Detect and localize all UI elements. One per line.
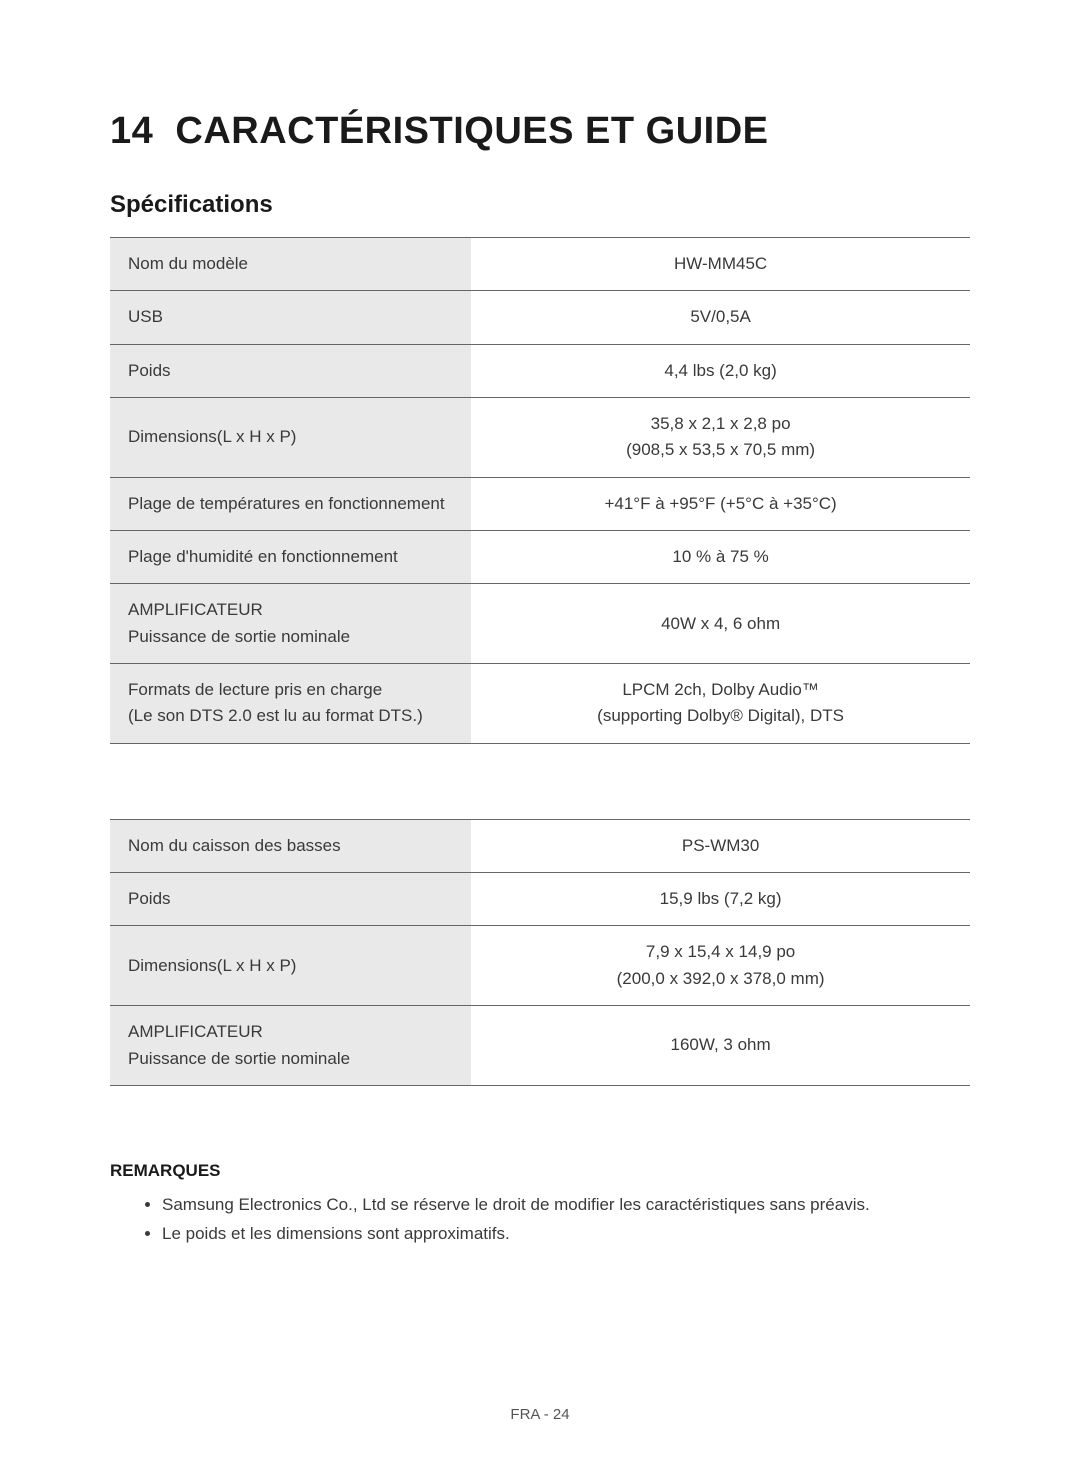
table-row: Dimensions(L x H x P)35,8 x 2,1 x 2,8 po…	[110, 398, 970, 478]
spec-value: 5V/0,5A	[471, 291, 970, 344]
table-row: Nom du modèleHW-MM45C	[110, 238, 970, 291]
spec-label: Nom du caisson des basses	[110, 819, 471, 872]
spec-table-subwoofer: Nom du caisson des bassesPS-WM30Poids15,…	[110, 819, 970, 1086]
list-item: Samsung Electronics Co., Ltd se réserve …	[162, 1191, 970, 1220]
chapter-number: 14	[110, 110, 153, 152]
spec-label: Nom du modèle	[110, 238, 471, 291]
spec-value: 10 % à 75 %	[471, 531, 970, 584]
spec-value: 7,9 x 15,4 x 14,9 po (200,0 x 392,0 x 37…	[471, 926, 970, 1006]
spec-label: Formats de lecture pris en charge (Le so…	[110, 664, 471, 744]
spec-value: 35,8 x 2,1 x 2,8 po (908,5 x 53,5 x 70,5…	[471, 398, 970, 478]
notes-list: Samsung Electronics Co., Ltd se réserve …	[110, 1191, 970, 1249]
list-item: Le poids et les dimensions sont approxim…	[162, 1220, 970, 1249]
table-row: Poids4,4 lbs (2,0 kg)	[110, 344, 970, 397]
spec-value: 4,4 lbs (2,0 kg)	[471, 344, 970, 397]
table-row: Nom du caisson des bassesPS-WM30	[110, 819, 970, 872]
spec-value: 160W, 3 ohm	[471, 1006, 970, 1086]
spec-label: Dimensions(L x H x P)	[110, 398, 471, 478]
spec-value: LPCM 2ch, Dolby Audio™ (supporting Dolby…	[471, 664, 970, 744]
table-row: Plage d'humidité en fonctionnement10 % à…	[110, 531, 970, 584]
spec-label: Plage d'humidité en fonctionnement	[110, 531, 471, 584]
spec-label: AMPLIFICATEUR Puissance de sortie nomina…	[110, 1006, 471, 1086]
spec-label: Poids	[110, 873, 471, 926]
chapter-text: CARACTÉRISTIQUES ET GUIDE	[175, 110, 768, 152]
table-row: Poids15,9 lbs (7,2 kg)	[110, 873, 970, 926]
chapter-title: 14 CARACTÉRISTIQUES ET GUIDE	[110, 110, 970, 153]
spec-label: Dimensions(L x H x P)	[110, 926, 471, 1006]
table-row: Dimensions(L x H x P)7,9 x 15,4 x 14,9 p…	[110, 926, 970, 1006]
table-row: AMPLIFICATEUR Puissance de sortie nomina…	[110, 1006, 970, 1086]
spec-value: +41°F à +95°F (+5°C à +35°C)	[471, 477, 970, 530]
spec-value: HW-MM45C	[471, 238, 970, 291]
spec-table-main-body: Nom du modèleHW-MM45CUSB5V/0,5APoids4,4 …	[110, 238, 970, 744]
spec-label: USB	[110, 291, 471, 344]
notes-heading: REMARQUES	[110, 1161, 970, 1181]
spec-value: PS-WM30	[471, 819, 970, 872]
table-row: AMPLIFICATEUR Puissance de sortie nomina…	[110, 584, 970, 664]
table-row: USB5V/0,5A	[110, 291, 970, 344]
spec-label: AMPLIFICATEUR Puissance de sortie nomina…	[110, 584, 471, 664]
table-row: Formats de lecture pris en charge (Le so…	[110, 664, 970, 744]
spec-label: Plage de températures en fonctionnement	[110, 477, 471, 530]
table-row: Plage de températures en fonctionnement+…	[110, 477, 970, 530]
spec-table-main: Nom du modèleHW-MM45CUSB5V/0,5APoids4,4 …	[110, 237, 970, 744]
spec-value: 40W x 4, 6 ohm	[471, 584, 970, 664]
spec-value: 15,9 lbs (7,2 kg)	[471, 873, 970, 926]
section-title: Spécifications	[110, 191, 970, 219]
page-footer: FRA - 24	[0, 1406, 1080, 1423]
spec-label: Poids	[110, 344, 471, 397]
spec-table-subwoofer-body: Nom du caisson des bassesPS-WM30Poids15,…	[110, 819, 970, 1085]
